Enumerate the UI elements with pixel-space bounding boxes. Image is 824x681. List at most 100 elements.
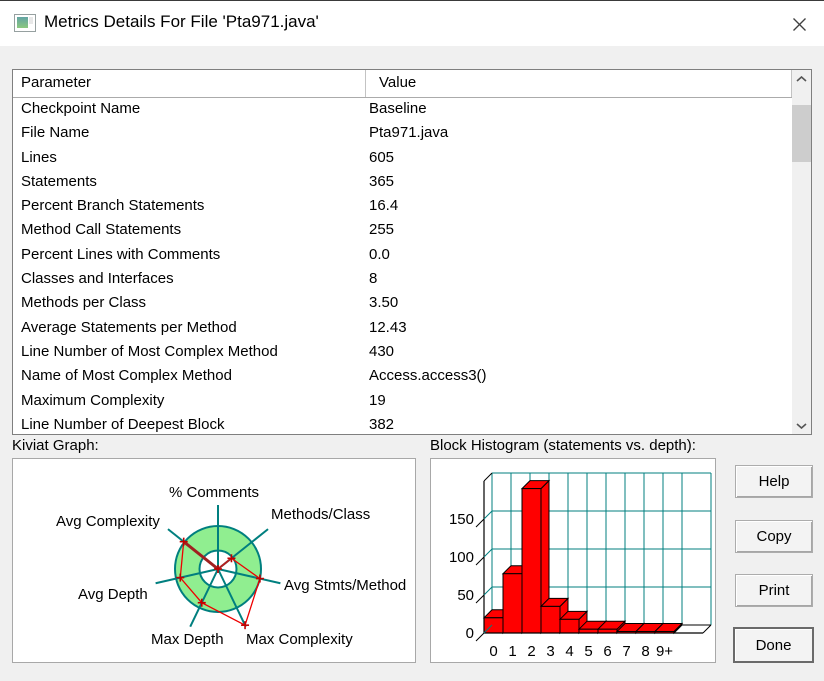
kiviat-axis-label: Max Depth xyxy=(151,631,224,648)
kiviat-axis-label: Methods/Class xyxy=(271,506,370,523)
table-row[interactable]: Percent Lines with Comments 0.0 xyxy=(13,243,792,267)
x-tick-label: 4 xyxy=(565,643,573,660)
axis-top-diagonal xyxy=(483,472,493,482)
value-cell: 430 xyxy=(369,342,395,360)
kiviat-axis-label: Avg Depth xyxy=(78,586,148,603)
table-row[interactable]: Percent Branch Statements 16.4 xyxy=(13,194,792,218)
kiviat-data-edge xyxy=(217,557,233,570)
parameter-cell: Average Statements per Method xyxy=(21,318,237,336)
value-cell: Baseline xyxy=(369,100,427,117)
table-row[interactable]: Lines 605 xyxy=(13,146,792,170)
bar-front-face xyxy=(521,488,542,634)
chevron-down-icon xyxy=(796,422,807,429)
app-icon-pane xyxy=(17,17,28,28)
parameter-cell: Line Number of Deepest Block xyxy=(21,415,225,433)
app-icon xyxy=(14,14,36,32)
y-tick-back xyxy=(483,586,493,596)
x-tick-label: 2 xyxy=(527,643,535,660)
copy-button[interactable]: Copy xyxy=(735,520,813,553)
y-tick-back xyxy=(483,548,493,558)
window-title: Metrics Details For File 'Pta971.java' xyxy=(44,12,319,31)
table-scrollbar[interactable] xyxy=(792,70,811,434)
kiviat-chart: % Comments Methods/Class Avg Stmts/Method M… xyxy=(56,484,406,648)
print-button[interactable]: Print xyxy=(735,574,813,607)
value-cell: Access.access3() xyxy=(369,367,487,385)
table-row[interactable]: Maximum Complexity 19 xyxy=(13,389,792,413)
parameter-cell: Name of Most Complex Method xyxy=(21,367,232,385)
column-header-value[interactable]: Value xyxy=(366,70,792,97)
x-tick-label: 5 xyxy=(584,643,592,660)
value-cell: 16.4 xyxy=(369,197,399,215)
kiviat-data-edge xyxy=(182,540,219,571)
scroll-down-button[interactable] xyxy=(792,417,811,434)
block-histogram-label: Block Histogram (statements vs. depth): xyxy=(430,437,696,454)
table-row[interactable]: File Name Pta971.java xyxy=(13,121,792,145)
close-button[interactable] xyxy=(783,8,815,40)
x-tick-label: 0 xyxy=(489,643,497,660)
x-tick-label: 9+ xyxy=(656,643,673,660)
kiviat-graph-panel: % Comments Methods/Class Avg Stmts/Method M… xyxy=(12,458,416,663)
scroll-thumb[interactable] xyxy=(792,105,811,162)
parameter-cell: File Name xyxy=(21,124,90,142)
parameter-cell: Maximum Complexity xyxy=(21,391,165,409)
table-row[interactable]: Line Number of Deepest Block 382 xyxy=(13,413,792,434)
y-tick-label: 100 xyxy=(449,549,474,566)
parameter-cell: Method Call Statements xyxy=(21,221,182,239)
parameter-cell: Classes and Interfaces xyxy=(21,270,174,288)
kiviat-spoke xyxy=(155,568,219,585)
table-row[interactable]: Statements 365 xyxy=(13,170,792,194)
table-row[interactable]: Name of Most Complex Method Access.access… xyxy=(13,364,792,388)
table-row[interactable]: Classes and Interfaces 8 xyxy=(13,267,792,291)
chevron-up-icon xyxy=(796,75,807,82)
parameter-cell: Lines xyxy=(21,148,57,166)
parameter-cell: Checkpoint Name xyxy=(21,100,141,117)
kiviat-axis-label: Avg Complexity xyxy=(56,513,160,530)
scroll-up-button[interactable] xyxy=(792,70,811,87)
table-row[interactable]: Line Number of Most Complex Method 430 xyxy=(13,340,792,364)
bar-front-face xyxy=(502,573,523,634)
x-tick-label: 7 xyxy=(622,643,630,660)
close-icon xyxy=(792,17,806,31)
y-tick xyxy=(475,632,485,642)
value-cell: Pta971.java xyxy=(369,124,449,142)
column-header-parameter[interactable]: Parameter xyxy=(13,70,366,97)
value-cell: 3.50 xyxy=(369,294,399,312)
y-tick-back xyxy=(483,510,493,520)
value-cell: 0.0 xyxy=(369,245,390,263)
table-body: Checkpoint Name Baseline File Name Pta971.j… xyxy=(13,97,792,434)
table-row[interactable]: Checkpoint Name Baseline xyxy=(13,97,792,121)
value-cell: 12.43 xyxy=(369,318,407,336)
block-histogram-panel: 0 50 100 150 0 1 2 3 4 5 6 7 8 9+ xyxy=(430,458,716,663)
x-tick-label: 1 xyxy=(508,643,516,660)
parameter-cell: Line Number of Most Complex Method xyxy=(21,342,278,360)
kiviat-axis-label: Avg Stmts/Method xyxy=(284,577,406,594)
parameter-cell: Methods per Class xyxy=(21,294,147,312)
bar-front-face xyxy=(559,618,580,634)
kiviat-data-polygon xyxy=(179,540,261,627)
value-cell: 382 xyxy=(369,415,395,433)
table-row[interactable]: Method Call Statements 255 xyxy=(13,218,792,242)
kiviat-spoke xyxy=(189,568,219,628)
parameter-cell: Statements xyxy=(21,172,97,190)
y-tick-label: 150 xyxy=(449,511,474,528)
value-cell: 255 xyxy=(369,221,395,239)
kiviat-graph-label: Kiviat Graph: xyxy=(12,437,99,454)
help-button[interactable]: Help xyxy=(735,465,813,498)
parameter-cell: Percent Lines with Comments xyxy=(21,245,221,263)
table-row[interactable]: Methods per Class 3.50 xyxy=(13,291,792,315)
app-icon-strip xyxy=(29,17,33,24)
value-cell: 19 xyxy=(369,391,386,409)
value-cell: 8 xyxy=(369,270,378,288)
kiviat-spoke xyxy=(217,568,281,585)
x-tick-label: 8 xyxy=(641,643,649,660)
parameter-cell: Percent Branch Statements xyxy=(21,197,205,215)
axis-right-diagonal xyxy=(702,624,712,634)
done-button[interactable]: Done xyxy=(733,627,814,663)
y-tick-back xyxy=(483,624,493,634)
table-row[interactable]: Average Statements per Method 12.43 xyxy=(13,316,792,340)
metrics-table: Parameter Value Checkpoint Name Baseline F… xyxy=(12,69,812,435)
value-cell: 365 xyxy=(369,172,395,190)
kiviat-axis-label: Max Complexity xyxy=(246,631,353,648)
